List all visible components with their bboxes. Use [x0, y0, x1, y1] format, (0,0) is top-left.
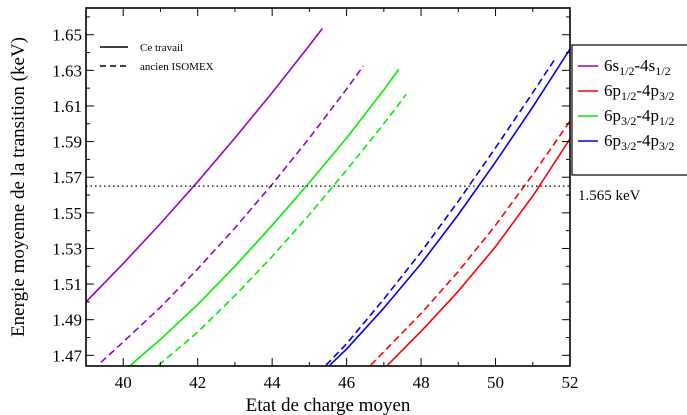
y-tick-label: 1.59: [52, 133, 82, 152]
x-tick-label: 44: [264, 373, 282, 392]
style-legend: Ce travail ancien ISOMEX: [100, 42, 214, 73]
plot-frame: [85, 7, 571, 367]
y-tick-label: 1.47: [52, 346, 82, 365]
x-tick-label: 50: [487, 373, 504, 392]
y-tick-label: 1.49: [52, 311, 82, 330]
transition-legend-label-0: 6s1/2-4s1/2: [604, 56, 671, 78]
reference-line-label: 1.565 keV: [578, 188, 641, 204]
transition-legend-label-3: 6p3/2-4p3/2: [604, 131, 674, 153]
series-line-7-dashed: [370, 120, 570, 366]
y-tick-label: 1.65: [52, 26, 82, 45]
x-tick-label: 48: [413, 373, 430, 392]
y-tick-label: 1.61: [52, 97, 82, 116]
series-line-0-solid: [86, 28, 324, 303]
transition-legend: 6s1/2-4s1/2 6p1/2-4p3/2 6p3/2-4p1/2 6p3/2-4…: [571, 44, 687, 176]
series-line-3-dashed: [158, 93, 407, 366]
x-tick-label: 52: [562, 373, 579, 392]
series-layer: [86, 28, 570, 366]
y-tick-label: 1.55: [52, 204, 82, 223]
transition-legend-label-2: 6p3/2-4p1/2: [604, 106, 674, 128]
x-tick-label: 46: [338, 373, 355, 392]
series-line-5-dashed: [325, 58, 556, 366]
transition-legend-label-1: 6p1/2-4p3/2: [604, 81, 674, 103]
series-line-1-dashed: [100, 65, 365, 363]
y-tick-label: 1.53: [52, 239, 82, 258]
x-axis-label: Etat de charge moyen: [246, 395, 411, 415]
y-tick-label: 1.63: [52, 61, 82, 80]
series-line-6-solid: [387, 138, 570, 366]
y-tick-label: 1.51: [52, 275, 82, 294]
style-legend-solid-label: Ce travail: [140, 42, 183, 54]
y-tick-label: 1.57: [52, 168, 82, 187]
x-tick-label: 42: [189, 373, 206, 392]
y-axis-label: Energie moyenne de la transition (keV): [8, 37, 29, 337]
x-tick-label: 40: [115, 373, 132, 392]
style-legend-dashed-label: ancien ISOMEX: [140, 61, 214, 73]
ticks-layer: 40 42 44 46 48 50 52 1.47 1.49 1.51 1.53 1.55 1.57 1.…: [52, 8, 579, 392]
series-line-2-solid: [130, 68, 400, 366]
series-line-4-solid: [329, 48, 570, 366]
